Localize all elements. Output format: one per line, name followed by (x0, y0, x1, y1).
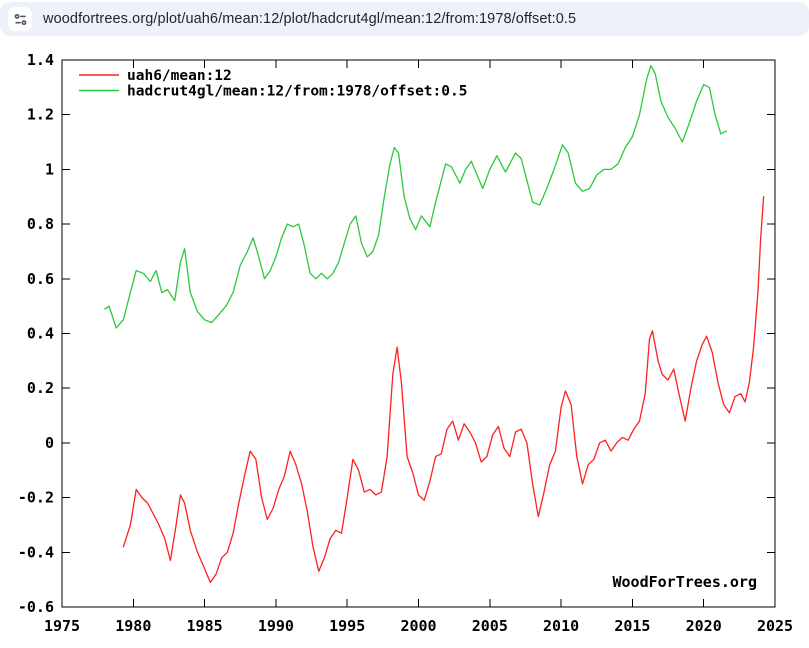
y-axis-labels: 1.4 1.2 1 0.8 0.6 0.4 0.2 0 -0.2 -0.4 -0.6 (18, 51, 54, 616)
svg-text:2020: 2020 (686, 617, 722, 635)
x-axis-labels: 1975 1980 1985 1990 1995 2000 2005 2010 2015 2020… (44, 617, 793, 635)
svg-text:2010: 2010 (543, 617, 579, 635)
site-settings-chip[interactable] (8, 7, 32, 31)
svg-text:1975: 1975 (44, 617, 80, 635)
svg-text:0.2: 0.2 (27, 379, 54, 397)
chart-legend: uah6/mean:12hadcrut4gl/mean:12/from:1978… (79, 68, 467, 100)
svg-text:WoodForTrees.org: WoodForTrees.org (613, 573, 758, 591)
svg-text:0: 0 (45, 434, 54, 452)
svg-text:1980: 1980 (115, 617, 151, 635)
y-axis-ticks (62, 59, 775, 608)
svg-text:0.6: 0.6 (27, 270, 54, 288)
url-bar[interactable]: woodfortrees.org/plot/uah6/mean:12/plot/… (0, 2, 809, 36)
svg-text:-0.4: -0.4 (18, 543, 54, 561)
svg-text:-0.2: -0.2 (18, 489, 54, 507)
x-axis-ticks (61, 60, 776, 607)
svg-text:1.2: 1.2 (27, 106, 54, 124)
watermark-text: WoodForTrees.org (613, 573, 758, 591)
svg-text:1985: 1985 (187, 617, 223, 635)
svg-text:2025: 2025 (757, 617, 793, 635)
svg-text:1.4: 1.4 (27, 51, 54, 69)
svg-text:0.8: 0.8 (27, 215, 54, 233)
plot-border (61, 59, 776, 608)
svg-text:1995: 1995 (329, 617, 365, 635)
svg-text:0.4: 0.4 (27, 325, 54, 343)
tune-icon (14, 13, 26, 25)
svg-text:hadcrut4gl/mean:12/from:1978/o: hadcrut4gl/mean:12/from:1978/offset:0.5 (127, 84, 467, 100)
svg-text:2005: 2005 (472, 617, 508, 635)
series-lines (104, 64, 765, 584)
svg-text:-0.6: -0.6 (18, 598, 54, 616)
svg-text:1: 1 (45, 160, 54, 178)
url-text: woodfortrees.org/plot/uah6/mean:12/plot/… (43, 11, 577, 27)
svg-text:2015: 2015 (614, 617, 650, 635)
svg-text:1990: 1990 (258, 617, 294, 635)
svg-text:2000: 2000 (400, 617, 436, 635)
svg-text:uah6/mean:12: uah6/mean:12 (127, 68, 232, 84)
